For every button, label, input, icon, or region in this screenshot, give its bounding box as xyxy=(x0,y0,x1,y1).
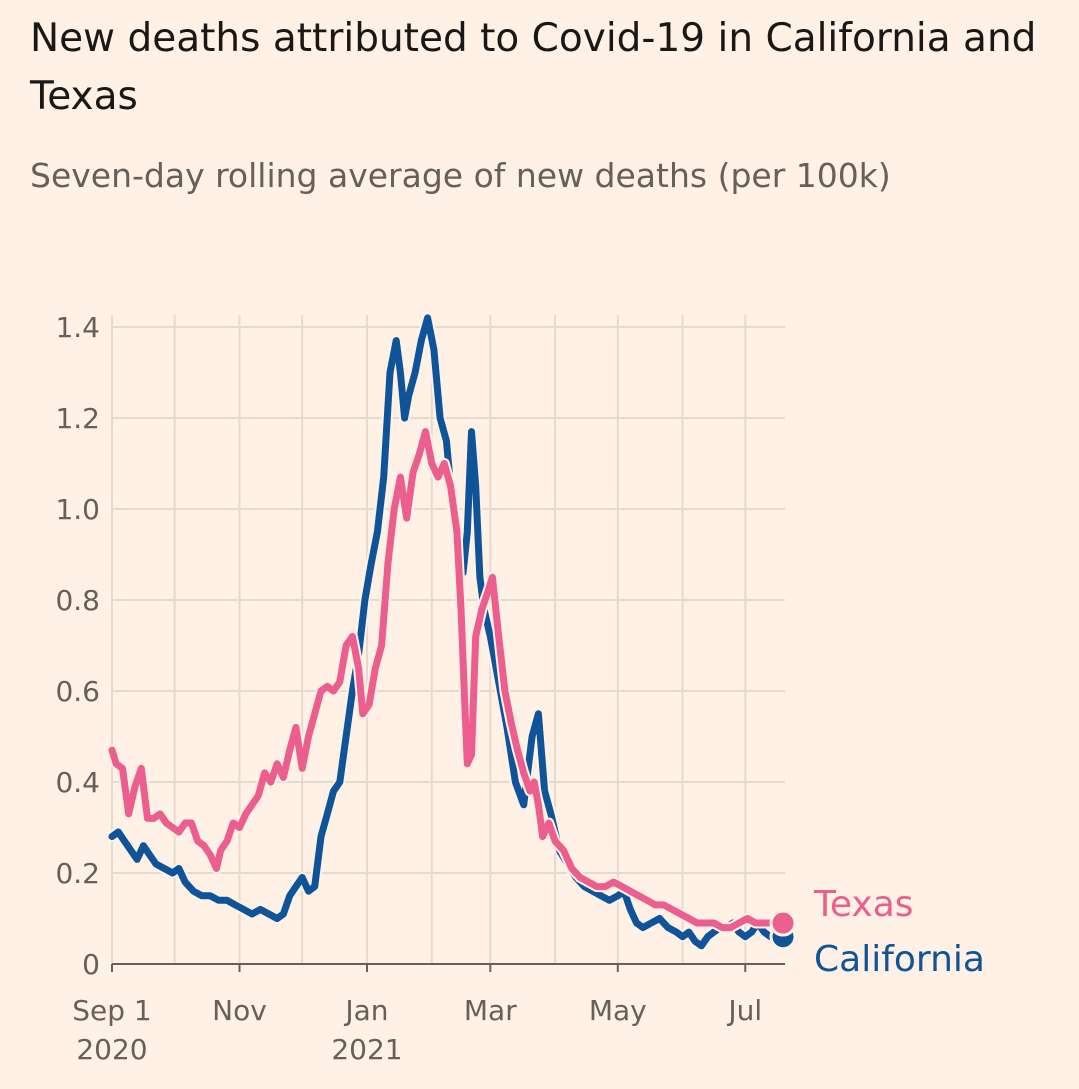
texas-legend-label: Texas xyxy=(813,884,914,925)
axes xyxy=(111,963,785,972)
end-markers xyxy=(769,909,797,951)
chart-title: New deaths attributed to Covid-19 in Cal… xyxy=(30,16,1037,119)
tick-labels: 0 0.2 0.4 0.6 0.8 1.0 1.2 1.4 Sep 1 2020 Nov Jan 202… xyxy=(55,311,984,1066)
texas-end-marker xyxy=(769,909,797,937)
california-legend-label: California xyxy=(814,939,985,980)
chart-subtitle: Seven-day rolling average of new deaths … xyxy=(30,156,891,195)
y-tick-label: 0.8 xyxy=(55,584,100,617)
x-tick-label: Nov xyxy=(212,994,267,1027)
y-tick-label: 1.4 xyxy=(55,311,100,344)
x-tick-label: Sep 1 xyxy=(72,994,152,1027)
x-tick-label: May xyxy=(589,994,647,1027)
texas-line xyxy=(108,428,789,932)
series-lines xyxy=(106,312,791,952)
y-tick-label: 1.2 xyxy=(55,402,100,435)
y-tick-label: 0.4 xyxy=(55,766,100,799)
y-tick-label: 0.2 xyxy=(55,857,100,890)
x-tick-label: Mar xyxy=(464,994,517,1027)
x-tick-year-label: 2020 xyxy=(76,1033,147,1066)
x-tick-year-label: 2021 xyxy=(331,1033,402,1066)
california-line xyxy=(108,314,789,950)
y-tick-label: 1.0 xyxy=(55,493,100,526)
y-tick-label: 0 xyxy=(82,948,100,981)
x-tick-label: Jul xyxy=(726,994,762,1027)
x-tick-label: Jan xyxy=(343,994,388,1027)
y-tick-label: 0.6 xyxy=(55,675,100,708)
